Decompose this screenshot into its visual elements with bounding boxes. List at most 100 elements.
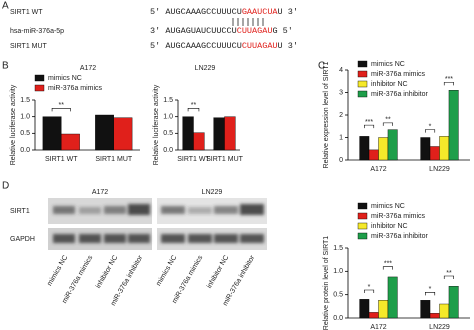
- y-tick-label: 4: [339, 67, 343, 74]
- significance-label: *: [429, 286, 432, 293]
- y-tick-label: 0.5: [333, 292, 343, 299]
- legend-label: inhibitor NC: [371, 81, 408, 88]
- panel-letter: D: [2, 181, 9, 192]
- sequence-part: 5': [283, 26, 293, 36]
- sequence-name: hsa-miR-376a-5p: [10, 28, 64, 35]
- significance-label: *: [429, 123, 432, 130]
- legend-swatch: [357, 70, 368, 78]
- bar: [95, 114, 114, 151]
- chart-title: LN229: [195, 65, 216, 72]
- sequence-part: AUGAGUAUCUUCCU: [165, 26, 236, 36]
- significance-label: **: [446, 270, 452, 277]
- sequence-part: 3': [288, 7, 298, 17]
- significance-label: **: [191, 102, 197, 109]
- y-axis-label: Relative luciferase activity: [10, 84, 17, 165]
- significance-label: ***: [384, 261, 392, 268]
- significance-bracket: [187, 108, 200, 112]
- sequence-part: GAAUCUA: [242, 7, 279, 17]
- y-tick-label: 1.5: [20, 97, 30, 104]
- sequence-part: AUGCAAAGCCUUUCU: [165, 7, 242, 17]
- lane-label: inhibitor NC: [95, 254, 119, 289]
- legend-swatch: [357, 202, 368, 210]
- sequence: 3' AUGAGUAUCUUCCUCUUAGAUG 5': [150, 26, 293, 36]
- x-tick-label: LN229: [429, 324, 450, 330]
- legend-label: miR-376a mimics: [48, 85, 103, 92]
- panel-letter: B: [2, 61, 9, 72]
- y-tick-label: 2: [339, 112, 343, 119]
- y-axis-label: Relative expression level of SIRT1: [323, 61, 330, 168]
- bar: [368, 312, 379, 319]
- significance-bracket: [382, 266, 393, 270]
- significance-label: **: [59, 102, 65, 109]
- bar: [224, 116, 236, 151]
- legend-label: mimics NC: [48, 75, 82, 82]
- y-tick-label: 1.5: [333, 245, 343, 252]
- bar: [387, 129, 398, 161]
- y-tick-label: 0.0: [333, 315, 343, 322]
- bar: [359, 136, 370, 161]
- significance-bracket: [51, 108, 71, 112]
- x-tick-label: SIRT1 WT: [177, 156, 210, 163]
- sequence: 5' AUGCAAAGCCUUUCUCUUAGAUU 3': [150, 41, 298, 51]
- legend-swatch: [34, 74, 45, 82]
- x-tick-label: SIRT1 MUT: [206, 156, 244, 163]
- blot-cell-line: A172: [92, 189, 108, 196]
- significance-bracket: [364, 124, 375, 129]
- legend-label: mimics NC: [371, 61, 405, 68]
- bar: [439, 303, 450, 319]
- x-tick-label: SIRT1 MUT: [95, 156, 133, 163]
- blot-row-label: SIRT1: [10, 208, 30, 215]
- significance-label: ***: [365, 119, 373, 126]
- sequence: 5' AUGCAAAGCCUUUCUGAAUCUAU 3': [150, 7, 298, 17]
- blot-image: [48, 198, 267, 250]
- significance-bracket: [425, 292, 436, 296]
- sequence-name: SIRT1 WT: [10, 9, 43, 16]
- sequence-part: CUUAGAU: [242, 41, 278, 51]
- x-tick-label: SIRT1 WT: [45, 156, 78, 163]
- significance-bracket: [364, 289, 375, 293]
- bar: [359, 299, 370, 319]
- y-tick-label: 1.0: [163, 114, 173, 121]
- y-tick-label: 0.5: [20, 130, 30, 137]
- bar: [368, 149, 379, 161]
- bar: [420, 137, 431, 161]
- x-tick-label: LN229: [429, 166, 450, 173]
- sequence-part: 5': [150, 41, 160, 51]
- y-tick-label: 0.5: [163, 130, 173, 137]
- bar: [61, 133, 80, 151]
- legend-label: inhibitor NC: [371, 223, 408, 230]
- bar: [193, 132, 205, 151]
- bar: [42, 116, 62, 151]
- y-tick-label: 0: [339, 157, 343, 164]
- legend-swatch: [357, 80, 368, 88]
- bar: [439, 136, 450, 161]
- significance-bracket: [425, 129, 436, 133]
- bar: [420, 300, 431, 319]
- lane-label: mimics NC: [46, 254, 69, 287]
- bar: [429, 146, 440, 161]
- legend-label: miR-376a inhibitor: [371, 91, 428, 98]
- legend-label: mimics NC: [371, 203, 405, 210]
- y-tick-label: 1.0: [20, 114, 30, 121]
- bar: [113, 117, 133, 151]
- sequence-part: AUGCAAAGCCUUUCU: [165, 41, 242, 51]
- sequence-part: CUUAGAU: [237, 26, 273, 36]
- legend-swatch: [357, 232, 368, 240]
- y-tick-label: 0.0: [163, 147, 173, 154]
- bar: [429, 313, 440, 319]
- panel-letter: C: [318, 61, 325, 72]
- legend-label: miR-376a inhibitor: [371, 233, 428, 240]
- x-tick-label: A172: [370, 324, 386, 330]
- legend-label: miR-376a mimics: [371, 71, 426, 78]
- lane-label: inhibitor NC: [206, 254, 230, 289]
- bar: [448, 90, 459, 161]
- significance-bracket: [443, 82, 454, 86]
- lane-label: miR-376a mimics: [171, 254, 204, 305]
- y-tick-label: 1.0: [333, 268, 343, 275]
- sequence-part: G: [272, 26, 277, 36]
- legend-swatch: [357, 212, 368, 220]
- sequence-part: 5': [150, 7, 160, 17]
- chart-title: A172: [80, 65, 96, 72]
- legend-swatch: [357, 90, 368, 98]
